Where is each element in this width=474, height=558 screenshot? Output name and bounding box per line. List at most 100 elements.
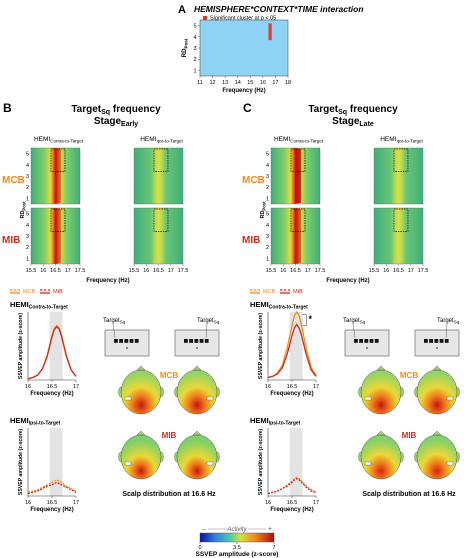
colorbar-label: SSVEP amplitude (z-score): [196, 551, 279, 558]
line-x-tick-label: 17: [73, 500, 79, 506]
display-target-pointer: [112, 323, 116, 339]
heatmap-significant-box: [50, 208, 66, 232]
heatmap-map-mib-ipsi: [373, 207, 424, 265]
line-plot-title-sub: Ipsi-to-Target: [29, 421, 61, 427]
panel-a-background: [199, 19, 289, 77]
heatmap-header-ipsi: HEMIIpsi-to-Target: [380, 136, 423, 144]
display-square: [439, 339, 444, 343]
panel-a-y-label-main: RD: [182, 48, 188, 57]
line-series-mcb: [27, 479, 77, 493]
heatmap-x-tick-label: 17: [305, 268, 311, 274]
panel-c-title-sub: Sq: [338, 109, 347, 116]
panel-b-letter: B: [3, 101, 12, 115]
line-plot-title-main: HEMI: [10, 300, 29, 309]
colorbar-plus: +: [268, 526, 272, 533]
panel-c-title-rest: frequency: [347, 104, 398, 115]
line-x-tick-label: 16: [265, 384, 271, 390]
scalp-head: [120, 434, 162, 480]
line-x-tick-label: 17: [313, 500, 319, 506]
scalp-label-mib: MIB: [402, 431, 417, 440]
heatmap-map-mib-ipsi: [133, 207, 184, 265]
colorbar-ticks: 0 3.5 7: [198, 542, 276, 551]
line-plot-title: HEMIContra-to-Target: [250, 300, 308, 311]
scalp-nose: [432, 430, 442, 436]
line-series-mib: [267, 323, 317, 379]
panel-a-x-tick-label: 15: [247, 80, 253, 86]
panel-a-y-tick-label: 3: [193, 46, 196, 52]
line-x-tick-label: 16.5: [287, 384, 298, 390]
fixation-dot: [436, 347, 438, 349]
scalp-head: [360, 369, 402, 415]
heatmap-y-tick-label: 4: [266, 163, 269, 169]
scalp-nose: [136, 430, 146, 436]
panel-c-stage-sub: Late: [359, 121, 374, 128]
panel-a-x-tick-label: 12: [210, 80, 216, 86]
panel-a-x-tick-label: 14: [235, 80, 241, 86]
line-x-tick-label: 16: [265, 500, 271, 506]
panel-a-y-label-sub: Post: [184, 38, 189, 48]
line-y-label: SSVEP amplitude (z-score): [18, 429, 24, 495]
heatmap-y-label-main: RD: [260, 211, 266, 219]
scalp-label-mib: MIB: [162, 431, 177, 440]
panel-c-stage: StageLate: [332, 116, 374, 128]
line-x-label: Frequency (Hz): [30, 507, 73, 513]
heatmap-x-label: Frequency (Hz): [86, 278, 129, 284]
heatmap-x-tick-label: 16.5: [50, 268, 61, 274]
panel-a-y-label: RDPost: [182, 38, 189, 57]
heatmap-map-mcb-contra: [30, 147, 81, 205]
line-y-label: SSVEP amplitude (z-score): [18, 313, 24, 379]
panel-c-heatmaps: HEMIContra-to-Target HEMIIpsi-to-TargetMC…: [242, 136, 428, 284]
panel-b-title-main: Target: [71, 104, 101, 115]
display-square: [204, 339, 209, 343]
line-x-tick-label: 16.5: [47, 500, 58, 506]
scalp-head: [416, 434, 458, 480]
heatmap-x-tick-label: 17: [168, 268, 174, 274]
scalp-electrode-marker: [364, 396, 372, 401]
scalp-head: [120, 369, 162, 415]
line-plot-title-sub: Ipsi-to-Target: [269, 421, 301, 427]
scalp-head: [416, 369, 458, 415]
heatmap-x-tick-label: 16: [383, 268, 389, 274]
display-target-label: TargetSq: [437, 318, 460, 325]
scalp-map-mcb-left: [358, 365, 404, 415]
panel-c-title: TargetSq frequency: [308, 104, 398, 116]
panel-a-x-tick-label: 17: [272, 80, 278, 86]
display-square: [374, 339, 379, 343]
colorbar-minus: –: [202, 526, 206, 533]
panel-b-stage-sub: Early: [121, 121, 138, 128]
panel-a-letter: A: [178, 4, 186, 16]
heatmap-map-mib-contra: [30, 207, 81, 265]
heatmap-peak-band: [54, 149, 61, 203]
heatmap-header-ipsi: HEMIIpsi-to-Target: [140, 136, 183, 144]
line-plot-title-sub: Contra-to-Target: [269, 305, 308, 311]
display-screen-right: TargetSq: [174, 318, 220, 357]
panel-c-letter: C: [243, 101, 252, 115]
scalp-electrode-marker: [206, 396, 214, 401]
line-x-label: Frequency (Hz): [30, 391, 73, 397]
display-target-label-main: Target: [437, 318, 454, 324]
scalp-electrode-marker: [446, 461, 454, 466]
scalp-label-mcb: MCB: [160, 371, 178, 380]
scalp-head: [176, 434, 218, 480]
scalp-head: [176, 369, 218, 415]
heatmap-y-label: RDPost: [260, 201, 266, 219]
heatmap-significant-box: [153, 208, 169, 232]
colorbar: – Activity + 0 3.5 7 SSVEP amplitude (z-sc…: [196, 526, 279, 558]
display-target-label: TargetSq: [103, 318, 126, 325]
display-square: [364, 339, 369, 343]
scalp-label-mcb: MCB: [400, 371, 418, 380]
heatmap-row-label-mib: MIB: [2, 235, 20, 246]
line-plot-title-main: HEMI: [250, 300, 269, 309]
display-screen-frame: [174, 329, 220, 357]
scalp-nose: [376, 365, 386, 371]
fixation-dot: [196, 347, 198, 349]
display-square: [424, 339, 428, 343]
display-square: [359, 339, 363, 343]
heatmap-x-tick-label: 17.5: [315, 268, 326, 274]
display-square: [184, 339, 188, 343]
heatmap-y-label: RDPost: [20, 201, 26, 219]
panel-a-legend-label: Significant cluster at p <.05: [210, 16, 276, 22]
panel-b-title-sub: Sq: [101, 109, 110, 116]
